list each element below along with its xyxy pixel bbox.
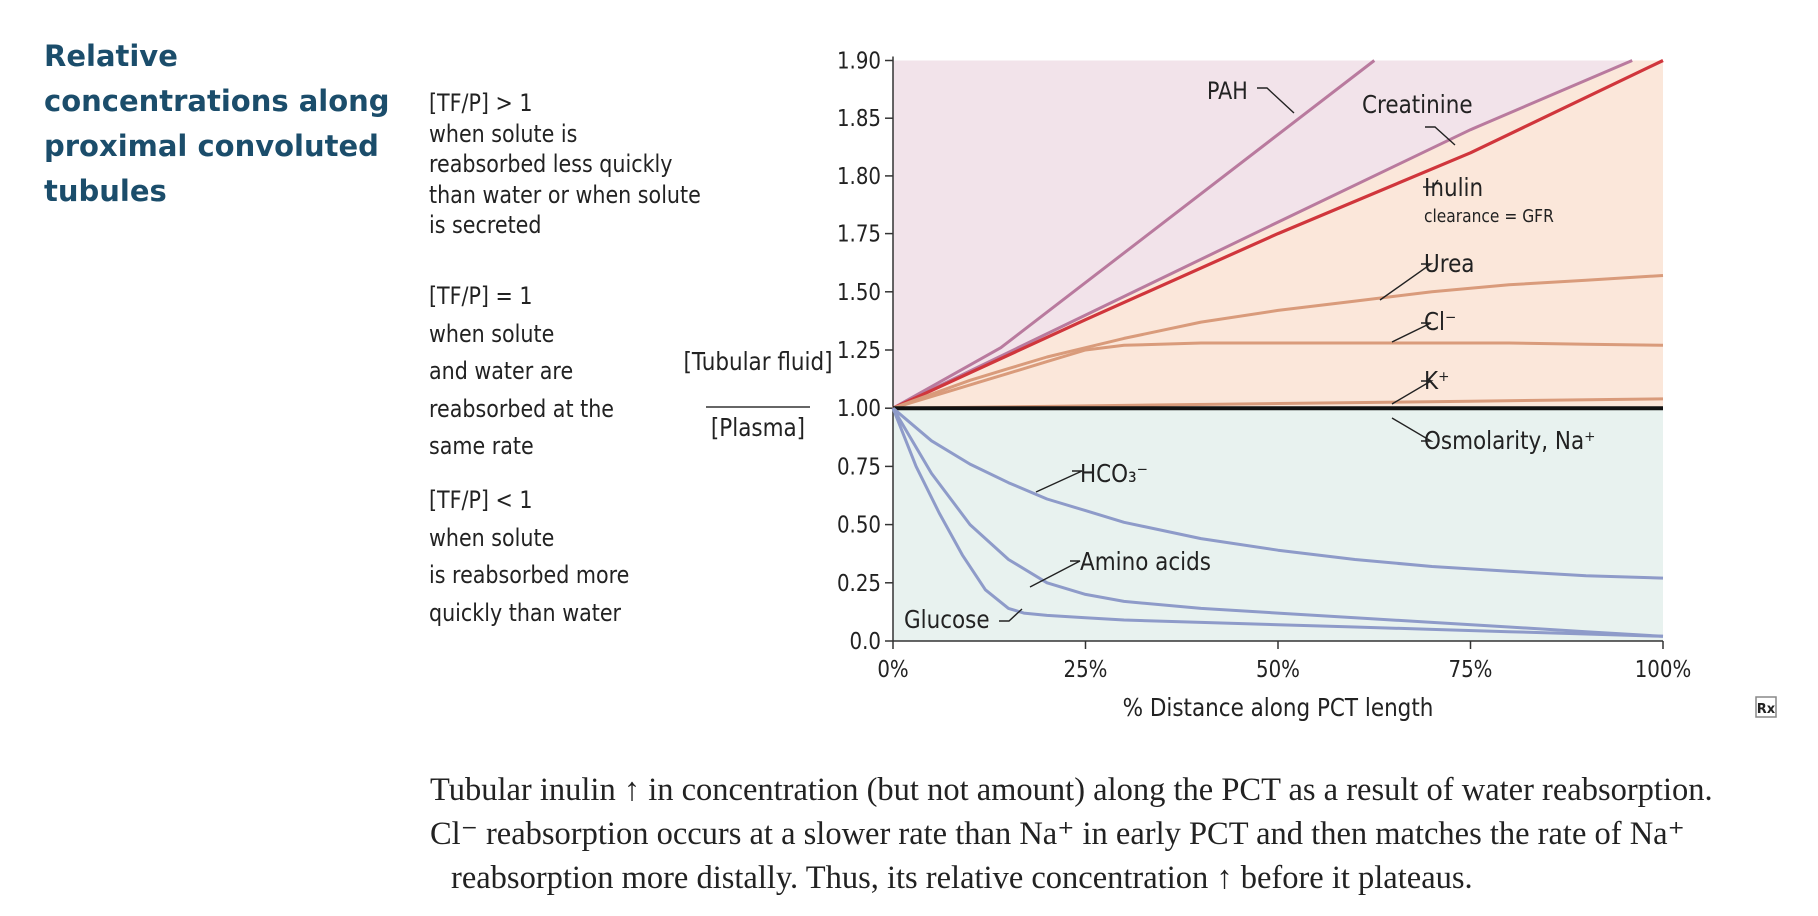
y-tick-label: 1.80 [837,164,881,191]
rule-line: same rate [429,432,534,460]
series-label: Cl⁻ [1424,307,1456,336]
series-label: Inulin [1424,173,1483,202]
series-glucose-line [891,407,1664,638]
rule-line: when solute [429,523,555,552]
series-label: PAH [1207,78,1248,106]
series-pah-line [892,59,1376,410]
y-tick-label: 0.50 [837,512,881,539]
series-label: Osmolarity, Na⁺ [1424,426,1595,455]
leader-line [1423,179,1439,188]
rule-line: than water or when solute [429,180,701,209]
title-line: Relative [44,39,178,73]
series-label: Glucose [904,605,990,634]
series-cl-line [892,341,1664,410]
rule-equal-one: [TF/P] = 1 when solute and water are rea… [429,278,756,466]
title-line: concentrations along [44,84,390,118]
x-tick-label: 0% [877,657,908,684]
series-urea-line [892,274,1664,410]
caption-line: Tubular inulin ↑ in concentration (but n… [430,772,1713,808]
y-tick-label: 1.00 [837,396,881,423]
series-label: Urea [1424,249,1474,278]
y-tick-label: 0.75 [837,454,881,481]
rule-line: when solute [429,319,555,348]
caption-line: reabsorption more distally. Thus, its re… [451,860,1473,896]
y-tick-label: 1.25 [837,338,881,365]
title-line: tubules [44,174,167,208]
x-tick-label: 50% [1256,657,1300,684]
rule-heading: [TF/P] = 1 [429,282,533,310]
leader-line [999,608,1023,622]
y-axis-title-numerator: [Tubular fluid] [683,347,832,376]
rule-heading: [TF/P] < 1 [429,486,533,514]
y-tick-label: 1.85 [837,106,881,133]
rule-line: quickly than water [429,598,622,627]
rule-line: when solute is [429,119,578,148]
x-axis-title: % Distance along PCT length [1123,693,1434,722]
caption: Tubular inulin ↑ in concentration (but n… [430,768,1818,900]
series-creatinine-line [892,59,1633,410]
y-tick-label: 0.25 [837,570,881,597]
rule-line: reabsorbed less quickly [429,150,673,178]
series-label: K⁺ [1424,366,1449,395]
leader-line [1391,322,1432,343]
y-axis-title-denominator: [Plasma] [711,413,805,442]
rule-line: is reabsorbed more [429,561,630,589]
series-label: clearance = GFR [1424,205,1554,226]
region-below-one [893,408,1663,641]
leader-line [1035,470,1083,493]
y-tick-label: 1.90 [837,48,881,75]
rule-heading: [TF/P] > 1 [429,89,533,117]
section-title: Relative concentrations along proximal c… [44,34,390,214]
leader-line [1391,380,1434,405]
series-label: HCO₃⁻ [1080,459,1148,488]
y-tick-label: 1.50 [837,279,881,306]
series-label: Creatinine [1362,90,1473,119]
y-tick-label: 0.0 [850,629,881,656]
leader-line [1257,87,1295,114]
x-tick-label: 100% [1635,657,1692,684]
rule-less-than-one: [TF/P] < 1 when solute is reabsorbed mor… [429,482,756,632]
y-tick-label: 1.75 [837,221,881,248]
caption-line: Cl⁻ reabsorption occurs at a slower rate… [430,816,1685,852]
series-amino-acids-line [891,407,1664,638]
rule-line: reabsorbed at the [429,394,614,423]
title-line: proximal convoluted [44,129,379,163]
series-inulin-line [892,59,1664,410]
series-label: Amino acids [1080,547,1211,576]
x-tick-label: 75% [1449,657,1493,684]
series-hco-line [892,407,1664,580]
leader-line [1425,126,1456,146]
x-tick-label: 25% [1064,657,1108,684]
leader-line [1379,263,1434,301]
leader-line [1029,560,1081,588]
rule-greater-than-one: [TF/P] > 1 when solute is reabsorbed les… [429,88,756,241]
rx-logo-text: Rx [1757,702,1776,717]
leader-line [1391,417,1434,442]
rule-line: is secreted [429,211,542,239]
rule-line: and water are [429,357,574,385]
rx-logo-icon [1755,696,1777,718]
